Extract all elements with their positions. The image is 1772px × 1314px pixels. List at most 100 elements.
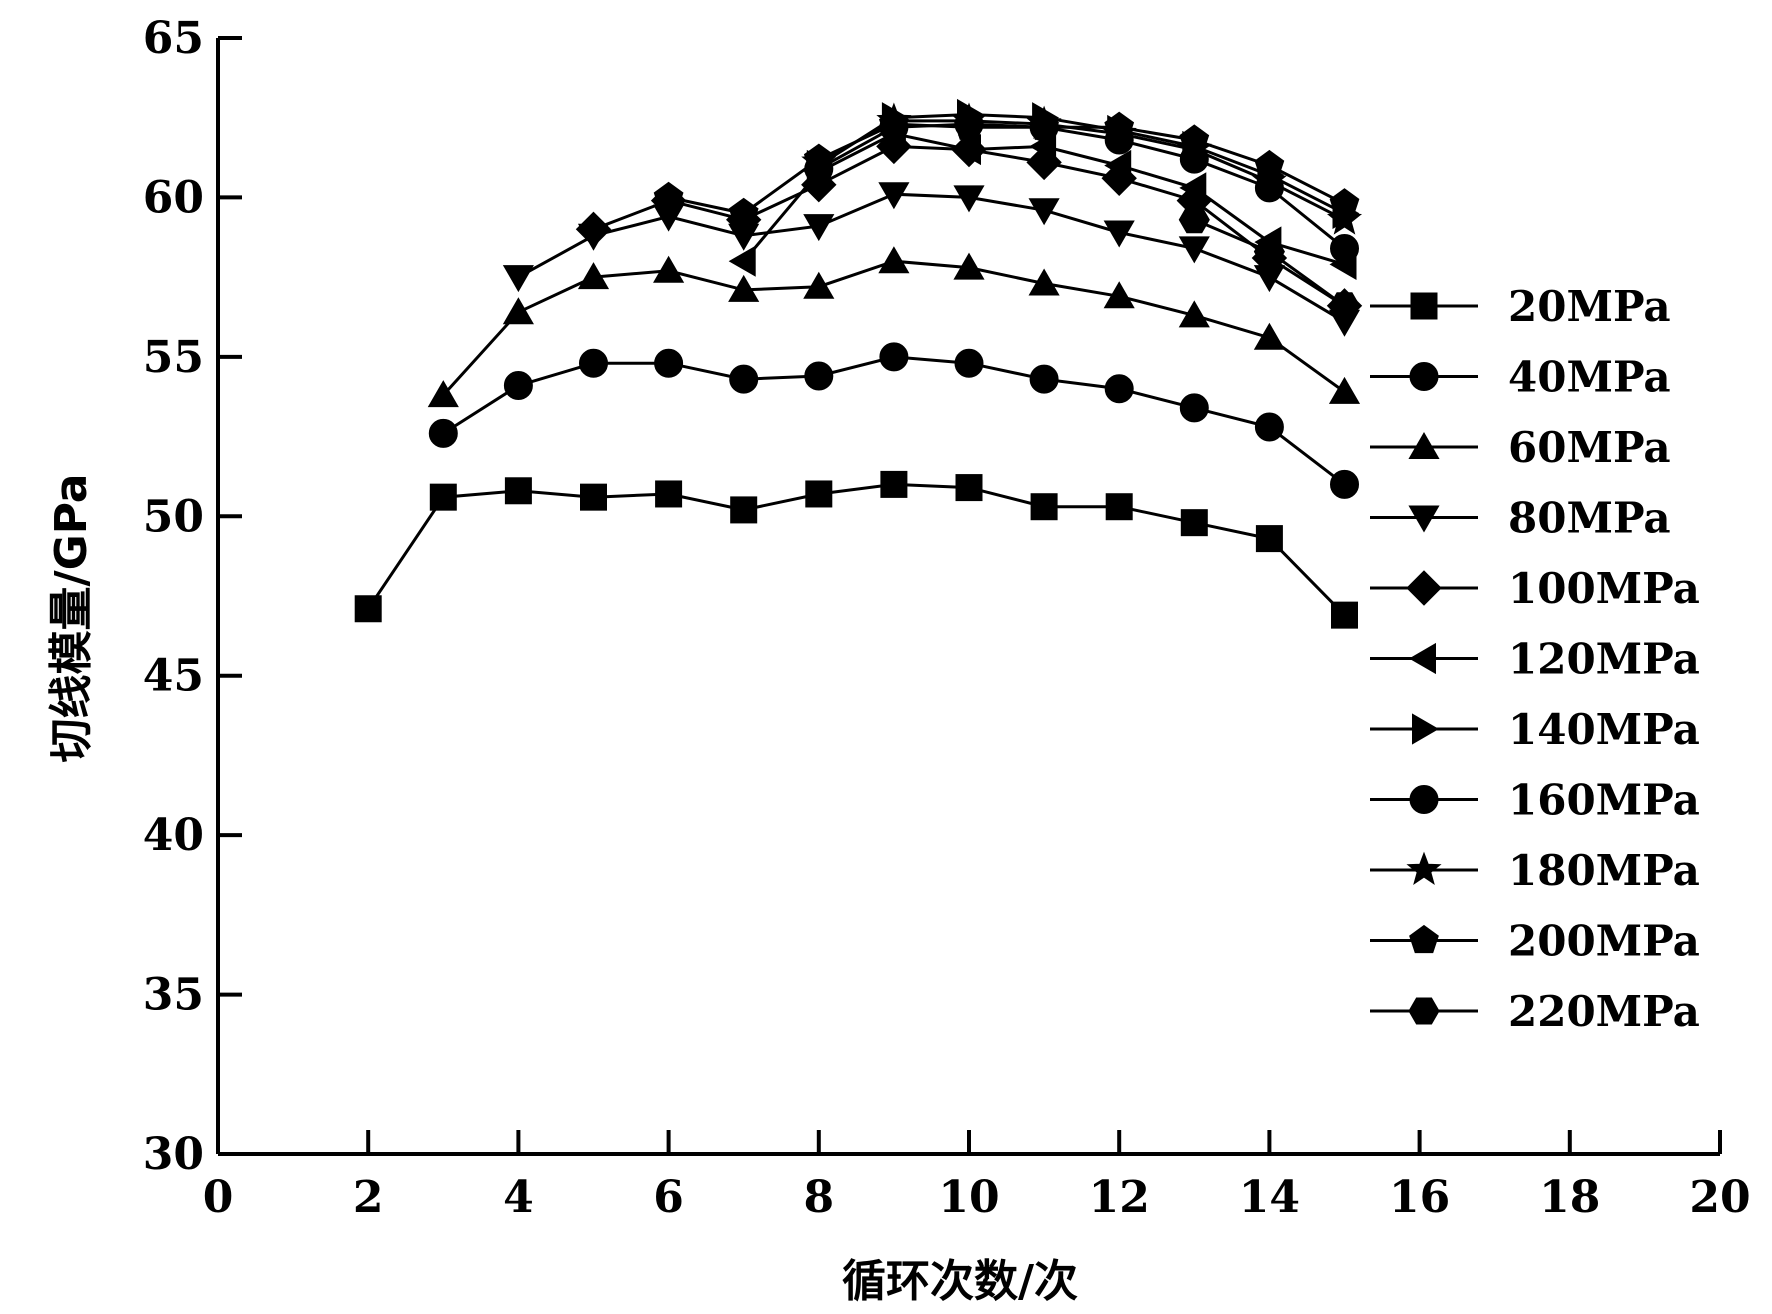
y-tick-label: 35: [143, 970, 204, 1021]
data-point: [1178, 300, 1210, 328]
legend-entry: 220MPa: [1370, 987, 1700, 1036]
data-point: [1254, 412, 1284, 442]
legend: 20MPa 40MPa 60MPa 80MPa 100MPa 120MPa 140MPa 16…: [1370, 282, 1700, 1036]
data-point: [1104, 111, 1135, 140]
data-point: [804, 361, 834, 391]
series-220MPa: [1178, 206, 1361, 320]
legend-marker: [1408, 642, 1436, 675]
data-point: [1179, 172, 1207, 204]
data-point: [880, 470, 908, 498]
data-point: [879, 108, 909, 137]
data-point: [580, 483, 607, 511]
x-tick-label: 20: [1689, 1172, 1750, 1223]
x-tick-label: 0: [203, 1172, 234, 1223]
y-axis-label: 切线模量/GPa: [46, 474, 97, 763]
data-point: [1330, 233, 1359, 263]
y-tick-label: 40: [143, 810, 204, 861]
legend-entry: 80MPa: [1370, 494, 1671, 543]
data-point: [1328, 376, 1361, 404]
x-axis-label: 循环次数/次: [842, 1256, 1078, 1307]
data-point: [655, 480, 683, 508]
data-point: [1328, 292, 1361, 320]
legend-marker: [1406, 570, 1442, 606]
legend-entry: 100MPa: [1370, 564, 1700, 613]
series-layer: [354, 98, 1363, 629]
x-tick-label: 12: [1089, 1172, 1150, 1223]
legend-label: 40MPa: [1508, 353, 1671, 402]
legend-marker: [1408, 997, 1440, 1025]
data-point: [1104, 149, 1132, 182]
data-point: [1179, 124, 1210, 153]
x-tick-label: 2: [353, 1172, 384, 1223]
x-tick-label: 16: [1389, 1172, 1450, 1223]
data-point: [878, 182, 910, 210]
data-point: [1178, 206, 1210, 234]
legend-label: 80MPa: [1508, 494, 1671, 543]
data-point: [1179, 393, 1209, 423]
legend-entry: 60MPa: [1370, 423, 1671, 472]
data-point: [1028, 268, 1060, 296]
legend-label: 120MPa: [1508, 635, 1700, 684]
legend-label: 220MPa: [1508, 987, 1700, 1036]
legend-marker: [1412, 713, 1440, 745]
data-point: [1029, 111, 1059, 140]
data-point: [575, 211, 612, 248]
series-line: [668, 122, 1346, 216]
y-tick-label: 55: [143, 332, 204, 383]
legend-entry: 200MPa: [1370, 917, 1700, 966]
data-point: [1105, 493, 1133, 521]
data-point: [653, 181, 684, 211]
series-100MPa: [575, 128, 1363, 324]
data-point: [1104, 374, 1134, 404]
series-40MPa: [428, 342, 1359, 499]
y-tick-label: 60: [143, 172, 204, 223]
x-tick-label: 6: [653, 1172, 684, 1223]
legend-marker: [1408, 431, 1440, 459]
legend-label: 100MPa: [1508, 564, 1700, 613]
data-point: [803, 143, 834, 172]
legend-entry: 160MPa: [1370, 776, 1700, 825]
series-80MPa: [502, 182, 1361, 337]
data-point: [1029, 364, 1059, 394]
data-point: [803, 271, 835, 299]
data-point: [653, 255, 685, 283]
data-point: [1180, 509, 1208, 537]
data-point: [1251, 163, 1287, 197]
legend-label: 180MPa: [1508, 846, 1700, 895]
series-line: [442, 355, 1346, 486]
data-point: [730, 496, 758, 524]
data-point: [1103, 281, 1135, 309]
y-tick-label: 50: [143, 491, 204, 542]
data-point: [1255, 525, 1283, 553]
legend-label: 160MPa: [1508, 776, 1700, 825]
data-point: [429, 483, 457, 511]
series-200MPa: [653, 108, 1360, 226]
x-tick-label: 4: [503, 1172, 534, 1223]
data-point: [953, 134, 981, 166]
data-point: [954, 348, 984, 378]
data-point: [803, 214, 835, 242]
legend-marker: [1409, 362, 1439, 391]
series-line: [442, 259, 1346, 397]
data-point: [1326, 201, 1363, 235]
data-point: [954, 111, 984, 140]
y-tick-label: 45: [143, 651, 204, 702]
series-60MPa: [427, 246, 1361, 408]
data-point: [502, 297, 534, 325]
legend-entry: 20MPa: [1370, 282, 1671, 331]
x-tick-label: 8: [803, 1172, 834, 1223]
data-point: [577, 262, 610, 290]
data-point: [1103, 220, 1135, 248]
data-point: [1253, 322, 1285, 350]
x-tick-label: 18: [1539, 1172, 1600, 1223]
data-point: [879, 342, 909, 372]
data-point: [579, 348, 608, 378]
data-point: [728, 197, 759, 226]
data-point: [654, 348, 684, 378]
data-point: [728, 245, 756, 277]
data-point: [354, 595, 382, 623]
data-point: [1330, 469, 1359, 499]
axes: 30 35 40 45 50 55 60 65 0 2 4 6 8 10 12 14 16 18 20: [143, 13, 1751, 1223]
legend-label: 140MPa: [1508, 705, 1700, 754]
